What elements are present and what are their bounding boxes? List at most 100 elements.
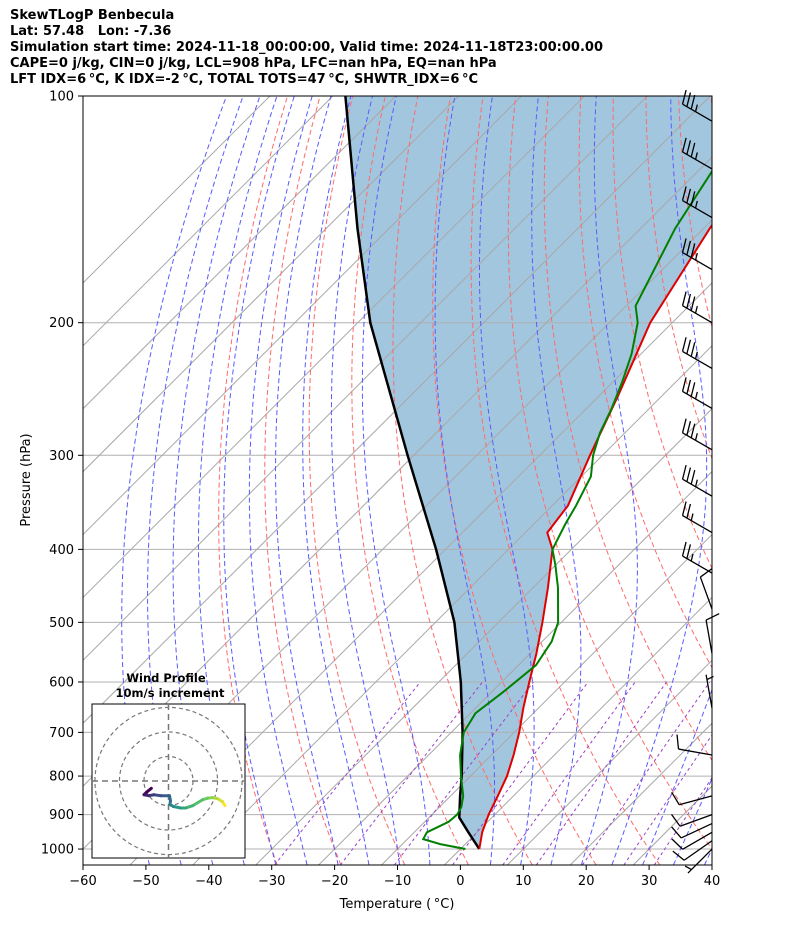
moist-adiabat [330,96,400,865]
barb-flag-full [681,291,687,306]
moist-adiabats [121,96,712,865]
x-tick-label: 20 [578,874,595,889]
mixing-ratio-lines [274,681,712,865]
barb-staff [682,350,713,369]
wind-barb [681,238,713,271]
wind-barb [681,464,713,497]
barb-staff [682,103,713,122]
x-tick-label: −40 [195,874,222,889]
barb-staff [682,515,713,534]
barb-flag-full [672,850,685,861]
barb-flag-full [686,421,692,436]
barb-flag-full [690,342,696,357]
wind-barb [684,848,713,874]
wind-barb [681,337,713,369]
barb-flag-full [686,503,692,519]
chart-header: SkewTLogP Benbecula Lat: 57.48 Lon: -7.3… [10,8,603,88]
moist-adiabat [703,847,712,865]
dry-adiabat [218,96,288,865]
barb-staff [682,199,713,219]
barb-flag-half [690,513,694,521]
wind-barb [672,840,713,861]
barb-flag-full [690,142,696,158]
hodograph-subtitle: 10m/s increment [116,686,225,700]
mixing-ratio-line [274,681,421,865]
y-tick-label: 500 [49,616,74,631]
moist-adiabat [223,96,295,865]
mixing-ratio-line [535,681,668,865]
wind-barb [705,674,714,709]
x-tick-label: −10 [384,874,411,889]
barb-flag-full [690,243,696,258]
barb-flag-half [694,479,698,487]
moist-adiabat [580,96,638,865]
wind-barb [671,791,713,806]
isotherm [83,96,271,284]
dry-adiabat [264,96,342,865]
barb-staff [679,813,713,827]
plot-area [83,96,794,865]
location-line: Lat: 57.48 Lon: -7.36 [10,24,172,39]
dry-adiabat [432,96,597,865]
moist-adiabat [642,688,712,865]
y-tick-label: 200 [49,316,74,331]
barb-flag-full [681,186,687,201]
barb-flag-half [690,553,694,562]
barb-flag-full [681,89,687,105]
barb-flag-full [681,337,687,352]
indices-line-1: CAPE=0 j/kg, CIN=0 j/kg, LCL=908 hPa, LF… [10,56,497,71]
wind-barb [671,822,713,839]
y-tick-label: 700 [49,726,74,741]
moist-adiabat [672,777,712,865]
parcel-profile-line [344,96,481,850]
isotherm [192,345,712,865]
barb-flag-full [676,734,680,750]
dry-adiabat [744,96,794,865]
wind-barb [681,541,713,574]
barb-flag-full [681,238,687,253]
mixing-ratio-line [623,734,712,865]
dewpoint-line [421,169,712,850]
x-tick-label: 30 [641,874,658,889]
wind-barb [671,831,713,850]
wind-barb [705,613,720,654]
barb-staff [680,822,713,839]
chart-title: SkewTLogP Benbecula [10,8,175,23]
moist-adiabat [361,96,431,865]
hodograph-trace-segment [191,798,205,808]
barb-flag-full [681,541,687,557]
hodograph-plot [92,704,245,858]
dry-adiabat [776,96,794,865]
barb-flag-full [671,838,684,850]
mixing-ratio-line [340,681,483,865]
barb-flag-full [686,544,692,559]
moist-adiabat [611,96,708,865]
barb-flag-full [686,293,692,309]
isotherm [506,659,712,865]
barb-flag-full [671,791,680,806]
barb-flag-full [681,501,687,516]
barb-staff [678,748,713,756]
barb-staff [705,674,713,709]
wind-barb [681,377,713,410]
x-tick-label: −60 [69,874,96,889]
isotherm [444,596,712,865]
barb-staff [682,478,713,497]
hodograph-inset: Wind Profile 10m/s increment [91,671,246,859]
barb-flag-full [681,137,687,153]
mixing-ratio-line [502,681,636,865]
barb-flag-full [670,814,681,827]
barb-staff [682,555,713,574]
barb-flag-full [690,382,696,397]
isotherm [381,533,712,865]
dry-adiabat [507,96,712,850]
barb-flag-full [690,296,696,311]
dry-adiabat [470,96,661,865]
barb-flag-full [681,418,687,433]
barb-flag-full [686,240,692,256]
barb-flag-half [694,305,698,314]
x-axis-label: Temperature ( °C) [339,897,455,912]
x-tick-label: 40 [704,874,721,889]
x-tick-label: −20 [321,874,348,889]
